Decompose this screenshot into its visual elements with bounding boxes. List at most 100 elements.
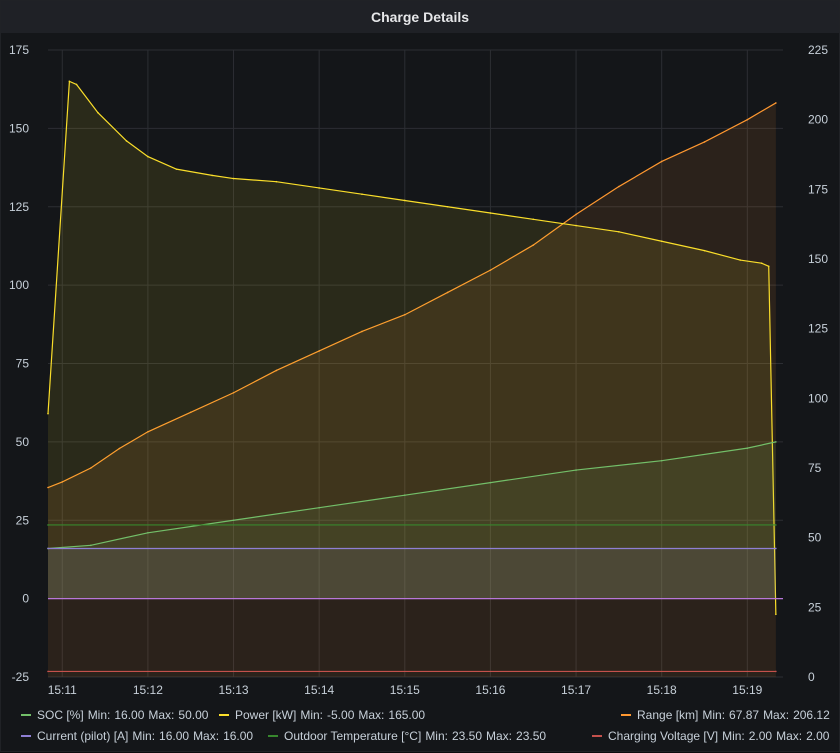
y-left-tick-label: 150	[9, 121, 29, 135]
data-point-power-kw	[703, 249, 706, 252]
legend-item-charging-voltage[interactable]: Charging Voltage [V] Min: 2.00 Max: 2.00	[592, 729, 829, 743]
legend-label-soc: SOC [%]	[37, 708, 84, 722]
data-point-range-km	[61, 481, 64, 483]
series-area-range-km	[48, 102, 776, 678]
data-point-soc	[660, 459, 663, 462]
legend-label-power: Power [kW]	[235, 708, 297, 722]
data-point-power-kw	[403, 199, 406, 202]
legend-max-value-soc: 50.00	[178, 708, 209, 722]
data-point-charging-voltage-v	[47, 670, 49, 673]
y-right-tick-label: 150	[808, 252, 828, 266]
data-point-soc	[403, 494, 406, 496]
y-right-tick-label: 200	[808, 113, 828, 127]
data-point-charging-voltage-v	[775, 670, 777, 673]
y-left-tick-label: 50	[16, 435, 30, 449]
data-point-range-km	[118, 447, 121, 450]
x-tick-label: 15:15	[390, 683, 420, 697]
x-tick-label: 15:14	[304, 683, 334, 697]
legend-swatch-soc	[21, 714, 31, 716]
data-point-range-km	[318, 350, 320, 352]
data-point-power-kw	[211, 174, 213, 177]
legend-label-outdoor-temperature: Outdoor Temperature [°C]	[284, 729, 422, 743]
legend-item-soc[interactable]: SOC [%] Min: 16.00 Max: 50.00	[21, 708, 208, 722]
data-point-range-km	[189, 411, 192, 414]
data-point-range-km	[575, 213, 577, 216]
legend-min-value-current-pilot: 16.00	[159, 729, 190, 743]
legend-max-value-outdoor-temperature: 23.50	[516, 729, 547, 743]
y-left-tick-label: 0	[22, 592, 29, 606]
panel-title[interactable]: Charge Details	[370, 9, 470, 25]
legend-swatch-current-pilot	[21, 735, 31, 737]
data-point-power-kw	[660, 240, 663, 243]
legend-swatch-power	[219, 714, 229, 716]
legend-row-1: SOC [%] Min: 16.00 Max: 50.00 Power [kW]…	[1, 708, 840, 726]
legend-item-range[interactable]: Range [km] Min: 67.87 Max: 206.12	[621, 708, 830, 722]
legend-min-value-charging-voltage: 2.00	[748, 729, 773, 743]
legend-label-current-pilot: Current (pilot) [A]	[37, 729, 129, 743]
y-left-tick-label: -25	[12, 670, 30, 684]
data-point-range-km	[746, 118, 749, 121]
data-point-range-km	[232, 391, 235, 394]
data-point-range-km	[47, 486, 49, 489]
legend-item-outdoor-temperature[interactable]: Outdoor Temperature [°C] Min: 23.50 Max:…	[268, 729, 546, 743]
data-point-range-km	[446, 291, 449, 294]
legend-swatch-outdoor-temperature	[268, 735, 278, 737]
data-point-power-kw	[739, 259, 741, 261]
y-right-tick-label: 50	[808, 531, 822, 545]
y-left-tick-label: 25	[16, 513, 30, 527]
data-point-power-kw	[68, 80, 71, 83]
legend-row-2: Current (pilot) [A] Min: 16.00 Max: 16.0…	[1, 729, 840, 747]
legend-item-current-pilot[interactable]: Current (pilot) [A] Min: 16.00 Max: 16.0…	[21, 729, 253, 743]
series-area-power-kw	[48, 81, 776, 615]
data-point-power-kw	[775, 613, 777, 616]
data-point-range-km	[618, 185, 620, 188]
data-point-power-kw	[275, 180, 278, 183]
legend-max-label-soc: Max:	[148, 708, 175, 722]
data-point-soc	[746, 447, 749, 449]
legend-min-label-outdoor-temperature: Min:	[425, 729, 448, 743]
legend-min-label-charging-voltage: Min:	[722, 729, 745, 743]
data-point-range-km	[147, 430, 149, 433]
series-line-range-km[interactable]	[47, 102, 777, 489]
panel-header[interactable]: Charge Details	[1, 1, 839, 33]
y-right-tick-label: 0	[808, 670, 815, 684]
data-point-current-pilot-a	[775, 547, 777, 550]
data-point-range-km	[275, 369, 278, 372]
data-point-soc	[489, 481, 492, 484]
data-point-soc	[232, 519, 235, 522]
legend-max-value-charging-voltage: 2.00	[806, 729, 830, 743]
data-point-soc	[775, 441, 777, 443]
legend-min-label-current-pilot: Min:	[132, 729, 156, 743]
data-point-power-kw	[532, 218, 535, 221]
y-right-tick-label: 225	[808, 43, 828, 57]
legend-min-value-range: 67.87	[729, 708, 760, 722]
data-point-range-km	[403, 313, 406, 316]
series-area-current-pilot-a	[48, 548, 776, 599]
data-point-power-kw	[446, 205, 449, 208]
x-tick-label: 15:18	[647, 683, 677, 697]
data-point-current-pilot-a	[47, 547, 49, 550]
legend-item-power[interactable]: Power [kW] Min: -5.00 Max: 165.00	[219, 708, 425, 722]
data-point-soc	[90, 544, 92, 547]
data-point-soc	[575, 469, 577, 471]
data-point-range-km	[361, 330, 363, 333]
data-point-power-kw	[760, 262, 763, 264]
data-point-power-kw	[75, 83, 78, 86]
legend-max-label-power: Max:	[358, 708, 385, 722]
x-tick-label: 15:12	[133, 683, 163, 697]
series-line-power-kw[interactable]	[47, 80, 777, 615]
y-right-tick-label: 175	[808, 182, 828, 196]
legend-swatch-range	[621, 714, 631, 716]
data-point-power-kw	[97, 111, 99, 114]
data-point-power-kw	[767, 265, 770, 268]
data-point-range-km	[703, 141, 706, 143]
x-tick-label: 15:16	[475, 683, 505, 697]
legend-max-value-range: 206.12	[793, 708, 830, 722]
x-tick-label: 15:11	[48, 683, 77, 697]
legend-max-value-power: 165.00	[388, 708, 426, 722]
legend-label-charging-voltage: Charging Voltage [V]	[608, 729, 719, 743]
data-point-soc	[318, 506, 320, 509]
x-tick-label: 15:19	[732, 683, 762, 697]
